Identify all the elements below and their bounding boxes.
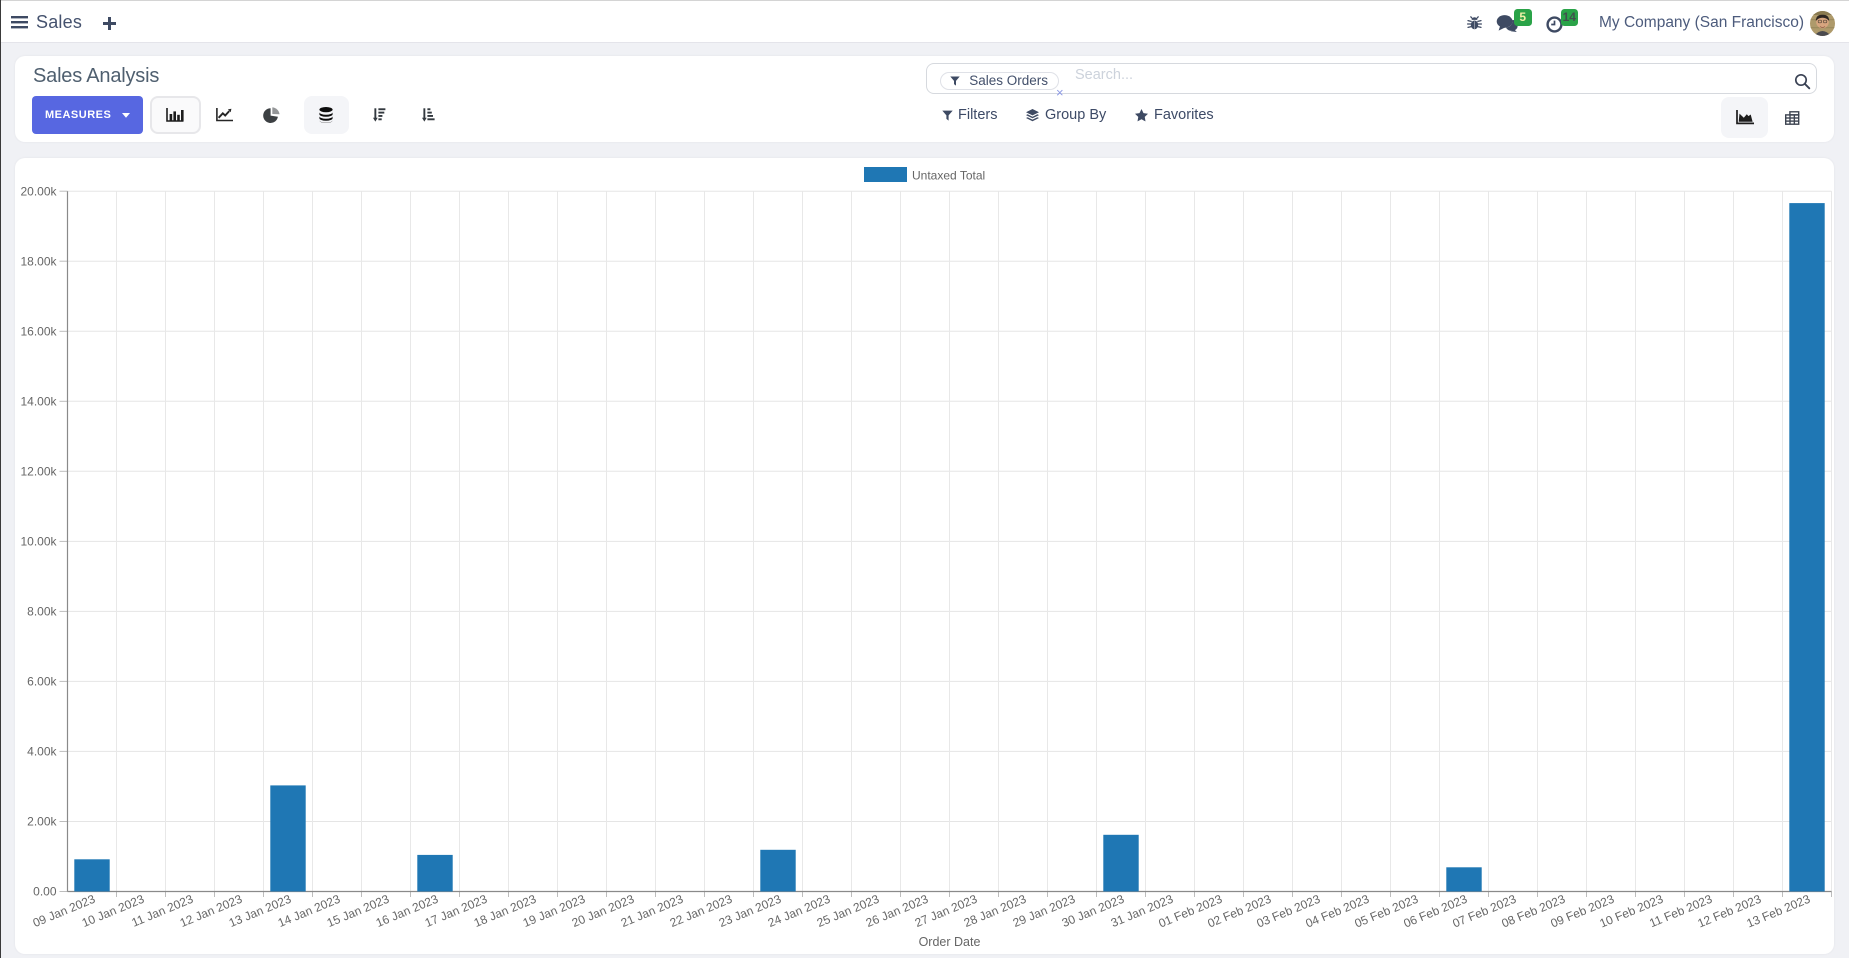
svg-text:0.00: 0.00 — [33, 885, 57, 899]
svg-text:6.00k: 6.00k — [27, 675, 57, 689]
svg-text:16.00k: 16.00k — [20, 325, 57, 339]
svg-text:14.00k: 14.00k — [20, 395, 57, 409]
svg-text:2.00k: 2.00k — [27, 815, 57, 829]
svg-text:18.00k: 18.00k — [20, 254, 57, 268]
svg-text:10.00k: 10.00k — [20, 535, 57, 549]
svg-text:Order Date: Order Date — [919, 935, 981, 949]
svg-text:20.00k: 20.00k — [20, 184, 57, 198]
svg-text:4.00k: 4.00k — [27, 745, 57, 759]
svg-text:12.00k: 12.00k — [20, 465, 57, 479]
svg-text:Untaxed Total: Untaxed Total — [912, 169, 985, 183]
svg-text:8.00k: 8.00k — [27, 605, 57, 619]
